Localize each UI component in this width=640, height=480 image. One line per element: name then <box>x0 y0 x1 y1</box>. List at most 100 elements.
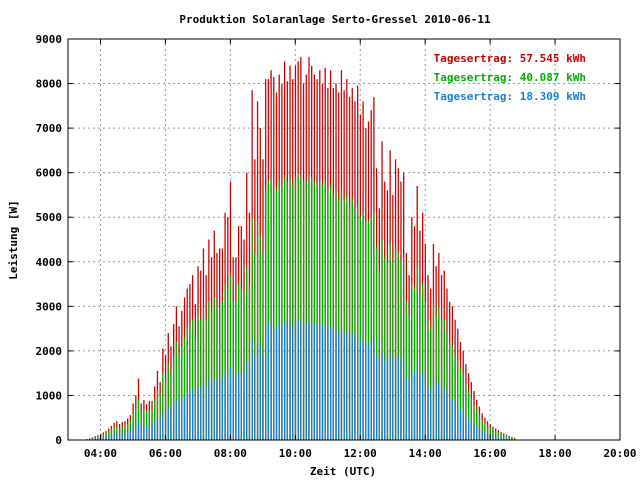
x-axis-ticks: 04:00 06:00 08:00 10:00 12:00 14:00 16:00 18:00… <box>84 39 637 460</box>
bar-s1-128 <box>432 301 435 440</box>
bar-s1-94 <box>340 190 343 440</box>
bar-s2-129 <box>435 384 437 440</box>
bar-s2-62 <box>254 355 256 440</box>
bar-s1-19 <box>137 399 140 440</box>
bar-s2-109 <box>381 350 383 440</box>
bar-s1-59 <box>246 266 248 440</box>
bar-s2-36 <box>183 396 186 440</box>
bar-s2-90 <box>329 326 332 440</box>
y-axis-ticks: 0 1000 2000 3000 4000 5000 6000 7000 8000 9000 <box>36 33 620 447</box>
bar-s1-75 <box>289 177 291 440</box>
bar-s2-120 <box>411 370 413 440</box>
bar-s2-11 <box>116 433 118 440</box>
bar-s1-143 <box>473 404 475 440</box>
bar-s1-35 <box>181 346 183 440</box>
legend-entry-1: Tagesertrag: 40.087 kWh <box>434 71 586 84</box>
bar-s1-134 <box>449 341 451 440</box>
bar-s2-131 <box>440 386 443 440</box>
bar-s1-102 <box>362 212 364 440</box>
bar-s1-36 <box>183 337 186 440</box>
bar-s1-118 <box>405 301 408 440</box>
bar-s1-39 <box>191 319 194 440</box>
x-tick-label-6: 16:00 <box>474 447 507 460</box>
bar-s1-107 <box>375 248 378 440</box>
bar-s1-99 <box>354 208 356 440</box>
bar-s1-73 <box>283 177 286 440</box>
bar-s2-15 <box>127 431 129 440</box>
bar-s2-95 <box>343 333 345 440</box>
bar-s1-117 <box>403 257 405 440</box>
bar-s1-25 <box>154 399 156 440</box>
bar-s2-111 <box>386 360 389 440</box>
x-tick-label-1: 06:00 <box>149 447 182 460</box>
bar-s2-52 <box>227 373 229 440</box>
bar-s1-119 <box>408 315 410 440</box>
bar-s1-16 <box>129 421 132 440</box>
bar-s2-75 <box>289 321 291 440</box>
bar-s1-98 <box>351 199 353 440</box>
bar-s2-59 <box>246 362 248 440</box>
bar-s2-67 <box>267 324 270 440</box>
bar-s1-27 <box>159 395 161 440</box>
bar-s1-110 <box>384 257 386 440</box>
bar-s1-58 <box>243 292 245 440</box>
bar-s2-134 <box>449 396 451 440</box>
bar-s1-29 <box>164 377 167 440</box>
bar-s2-23 <box>148 425 150 440</box>
bar-s2-121 <box>413 373 416 440</box>
bar-s2-77 <box>294 321 297 440</box>
bar-s2-74 <box>286 324 288 440</box>
bar-s2-68 <box>270 321 272 440</box>
bar-s1-103 <box>365 221 367 440</box>
bar-s1-147 <box>484 423 486 440</box>
bar-s2-155 <box>505 438 508 440</box>
bar-s2-78 <box>297 319 299 440</box>
bar-s1-54 <box>232 301 234 440</box>
bar-s1-55 <box>235 301 237 440</box>
y-tick-label-6: 6000 <box>36 167 63 180</box>
bar-s2-76 <box>292 326 294 440</box>
bar-s1-124 <box>421 284 424 440</box>
bar-s1-45 <box>208 301 210 440</box>
bar-s2-88 <box>324 324 326 440</box>
bar-s1-68 <box>270 177 272 440</box>
bar-s2-2 <box>91 438 94 440</box>
bar-s2-13 <box>121 433 123 440</box>
bar-s2-28 <box>162 411 164 440</box>
bar-s2-31 <box>170 408 172 440</box>
bar-s1-104 <box>367 221 370 440</box>
legend-entry-2: Tagesertrag: 18.309 kWh <box>434 90 586 103</box>
bar-s1-100 <box>357 203 359 440</box>
y-tick-label-2: 2000 <box>36 345 63 358</box>
bar-s1-126 <box>427 319 429 440</box>
bar-s2-17 <box>132 427 134 440</box>
bar-s2-51 <box>224 370 226 440</box>
bar-s2-33 <box>175 399 178 440</box>
bar-s1-84 <box>313 181 316 440</box>
bar-s2-12 <box>118 433 121 440</box>
bar-s1-43 <box>202 306 205 440</box>
bar-s1-17 <box>132 413 134 440</box>
bar-s2-35 <box>181 399 183 440</box>
bar-s1-139 <box>462 373 464 440</box>
bar-s1-52 <box>227 288 229 440</box>
series-1-bars <box>86 172 516 441</box>
bar-s1-91 <box>332 194 334 440</box>
bar-s2-139 <box>462 411 464 440</box>
bar-s1-87 <box>321 186 324 440</box>
bar-s1-155 <box>505 435 508 440</box>
bar-s2-89 <box>327 328 329 440</box>
bar-s2-146 <box>481 431 483 440</box>
bar-s2-133 <box>446 393 448 440</box>
bar-s2-60 <box>248 368 251 440</box>
bar-s2-16 <box>129 431 132 440</box>
bar-s1-4 <box>97 435 99 440</box>
bar-s1-113 <box>392 261 394 440</box>
bar-s2-32 <box>173 403 175 440</box>
bar-s2-45 <box>208 379 210 440</box>
bar-s1-47 <box>213 297 215 440</box>
bar-s1-130 <box>438 306 440 440</box>
bar-s1-13 <box>121 426 123 440</box>
bar-s2-72 <box>281 326 283 440</box>
